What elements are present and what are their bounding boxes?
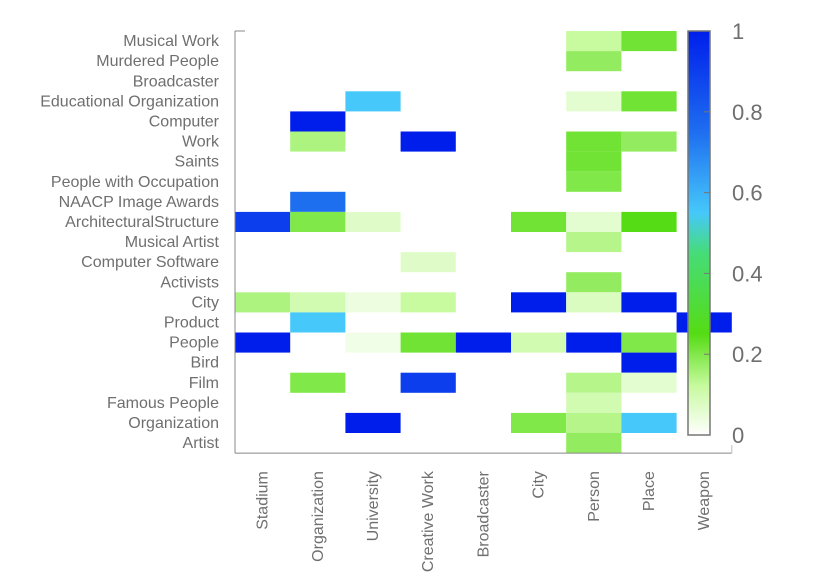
heatmap-cell bbox=[345, 292, 401, 313]
colorbar-tick-label: 0 bbox=[732, 423, 744, 448]
y-tick-label: Computer bbox=[149, 114, 220, 131]
x-tick-label: Place bbox=[641, 471, 658, 511]
heatmap-cell bbox=[290, 312, 346, 333]
x-tick-label: Stadium bbox=[255, 471, 272, 530]
heatmap-cells bbox=[235, 31, 732, 454]
x-tick-label: Weapon bbox=[696, 471, 713, 530]
heatmap-axes bbox=[234, 30, 733, 454]
heatmap-cell bbox=[566, 171, 622, 192]
heatmap-cell bbox=[290, 211, 346, 232]
heatmap-cell bbox=[566, 392, 622, 413]
heatmap-cell bbox=[621, 372, 677, 393]
y-tick-label: ArchitecturalStructure bbox=[65, 214, 219, 231]
heatmap-cell bbox=[621, 91, 677, 112]
heatmap-cell bbox=[235, 211, 291, 232]
heatmap-cell bbox=[345, 332, 401, 353]
heatmap-cell bbox=[566, 51, 622, 72]
heatmap-cell bbox=[621, 292, 677, 313]
y-tick-label: People bbox=[169, 335, 219, 352]
heatmap-cell bbox=[400, 372, 456, 393]
heatmap-cell bbox=[621, 332, 677, 353]
y-tick-label: Broadcaster bbox=[133, 73, 220, 90]
y-tick-label: Work bbox=[182, 134, 220, 151]
heatmap-cell bbox=[621, 131, 677, 152]
heatmap-cell bbox=[290, 111, 346, 132]
heatmap-cell bbox=[566, 433, 622, 454]
colorbar-gradient bbox=[687, 30, 711, 436]
heatmap-cell bbox=[621, 211, 677, 232]
heatmap-cell bbox=[566, 372, 622, 393]
colorbar-tick-label: 0.2 bbox=[732, 342, 763, 367]
y-tick-label: Musical Artist bbox=[125, 234, 220, 251]
heatmap-cell bbox=[290, 292, 346, 313]
y-tick-label: Organization bbox=[128, 415, 219, 432]
heatmap-cell bbox=[400, 131, 456, 152]
heatmap-cell bbox=[511, 332, 567, 353]
heatmap-cell bbox=[566, 412, 622, 433]
heatmap-cell bbox=[511, 211, 567, 232]
heatmap-cell bbox=[235, 292, 291, 313]
heatmap-cell bbox=[566, 272, 622, 293]
heatmap-cell bbox=[566, 211, 622, 232]
heatmap-cell bbox=[345, 412, 401, 433]
heatmap-cell bbox=[621, 31, 677, 52]
y-tick-label: Computer Software bbox=[81, 254, 219, 271]
colorbar-tick-label: 1 bbox=[732, 19, 744, 44]
heatmap-cell bbox=[290, 372, 346, 393]
heatmap-cell bbox=[621, 412, 677, 433]
x-tick-label: Organization bbox=[310, 471, 327, 562]
y-tick-label: Activists bbox=[160, 274, 219, 291]
heatmap-cell bbox=[566, 151, 622, 172]
heatmap-cell bbox=[511, 292, 567, 313]
heatmap-cell bbox=[621, 352, 677, 373]
y-axis-labels: Musical Work Murdered People Broadcaster Ed… bbox=[40, 33, 220, 452]
y-tick-label: City bbox=[191, 294, 219, 311]
x-tick-label: Broadcaster bbox=[475, 470, 492, 557]
y-tick-label: Film bbox=[189, 375, 219, 392]
x-tick-label: Creative Work bbox=[420, 470, 437, 572]
y-tick-label: Artist bbox=[183, 435, 220, 452]
heatmap-cell bbox=[290, 131, 346, 152]
x-tick-label: University bbox=[365, 471, 382, 541]
colorbar-tick-label: 0.6 bbox=[732, 181, 763, 206]
heatmap-cell bbox=[566, 31, 622, 52]
y-tick-label: People with Occupation bbox=[51, 174, 219, 191]
x-tick-label: City bbox=[531, 471, 548, 499]
y-tick-label: NAACP Image Awards bbox=[59, 194, 219, 211]
heatmap-cell bbox=[566, 131, 622, 152]
y-tick-label: Murdered People bbox=[96, 53, 219, 70]
heatmap-cell bbox=[290, 191, 346, 212]
heatmap-cell bbox=[345, 91, 401, 112]
y-tick-label: Bird bbox=[191, 355, 219, 372]
heatmap-cell bbox=[566, 232, 622, 253]
heatmap-cell bbox=[400, 292, 456, 313]
y-tick-label: Saints bbox=[175, 154, 219, 171]
y-tick-label: Product bbox=[164, 315, 220, 332]
x-axis-labels: Stadium Organization University Creative Wo… bbox=[255, 470, 714, 572]
colorbar-tick-label: 0.4 bbox=[732, 261, 763, 286]
y-tick-label: Educational Organization bbox=[40, 93, 219, 110]
colorbar: 0 0.2 0.4 0.6 0.8 1 bbox=[687, 19, 763, 448]
heatmap-cell bbox=[400, 252, 456, 273]
heatmap-cell bbox=[455, 332, 511, 353]
x-tick-label: Person bbox=[586, 471, 603, 522]
heatmap-cell bbox=[400, 332, 456, 353]
heatmap-cell bbox=[566, 332, 622, 353]
colorbar-tick-label: 0.8 bbox=[732, 100, 763, 125]
heatmap-cell bbox=[511, 412, 567, 433]
y-tick-label: Famous People bbox=[107, 395, 219, 412]
heatmap-cell bbox=[566, 91, 622, 112]
heatmap-cell bbox=[566, 292, 622, 313]
heatmap-cell bbox=[235, 332, 291, 353]
heatmap-cell bbox=[345, 211, 401, 232]
y-tick-label: Musical Work bbox=[123, 33, 220, 50]
